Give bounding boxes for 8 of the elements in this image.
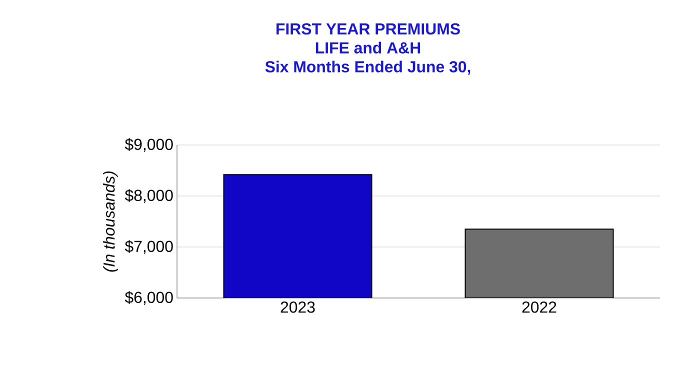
y-tick-label: $6,000 [124,291,173,305]
x-tick-label: 2023 [280,302,315,313]
x-tick-label: 2022 [522,302,556,313]
y-axis-title: (In thousands) [103,172,118,272]
y-tick-label: $9,000 [124,138,173,152]
chart-title: FIRST YEAR PREMIUMS LIFE and A&H Six Months Ended June 30, [265,23,470,75]
y-tick-label: $8,000 [124,189,173,203]
y-tick-label: $7,000 [124,240,173,254]
